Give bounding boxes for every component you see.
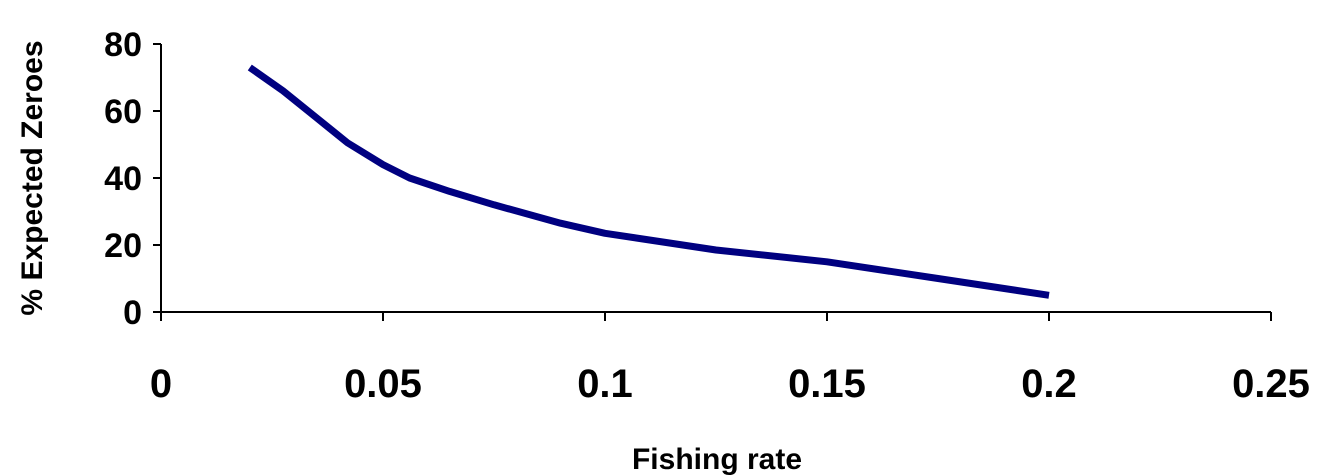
x-tick-label: 0.1 bbox=[577, 362, 633, 406]
y-tick-label: 20 bbox=[104, 227, 142, 265]
x-tick-label: 0.15 bbox=[788, 362, 866, 406]
series-layer bbox=[247, 64, 1050, 299]
series-line bbox=[247, 64, 1050, 299]
x-tick-label: 0.05 bbox=[344, 362, 422, 406]
y-axis: 0 20 40 60 80 bbox=[104, 26, 162, 332]
x-tick-label: 0.25 bbox=[1232, 362, 1310, 406]
x-tick-label: 0.2 bbox=[1021, 362, 1077, 406]
x-axis-title: Fishing rate bbox=[632, 443, 802, 476]
y-axis-title: % Expected Zeroes bbox=[16, 40, 49, 315]
y-tick-label: 0 bbox=[123, 294, 142, 332]
x-axis: 0 0.05 0.1 0.15 0.2 0.25 bbox=[150, 311, 1310, 406]
x-tick-label: 0 bbox=[150, 362, 172, 406]
y-tick-label: 40 bbox=[104, 160, 142, 198]
y-tick-label: 60 bbox=[104, 93, 142, 131]
y-tick-label: 80 bbox=[104, 26, 142, 64]
